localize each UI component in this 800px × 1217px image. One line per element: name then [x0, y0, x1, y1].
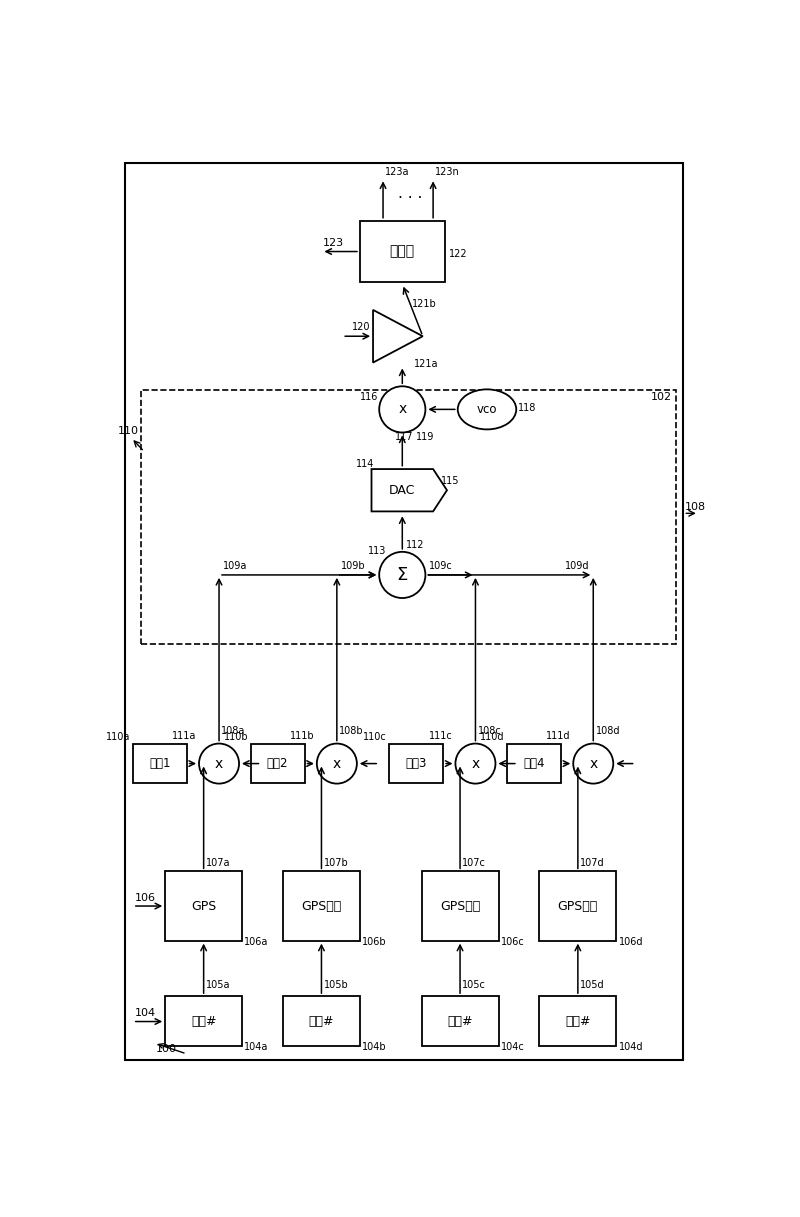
Circle shape: [455, 744, 495, 784]
Text: 104b: 104b: [362, 1042, 387, 1053]
Text: 105d: 105d: [580, 980, 605, 989]
Text: 108a: 108a: [222, 725, 246, 736]
Text: 118: 118: [518, 403, 536, 414]
Text: 107b: 107b: [324, 858, 349, 868]
Polygon shape: [371, 469, 447, 511]
Text: 121a: 121a: [414, 359, 438, 369]
Text: 120: 120: [352, 323, 370, 332]
FancyBboxPatch shape: [283, 871, 360, 941]
Text: . . .: . . .: [398, 186, 422, 201]
Text: 106d: 106d: [618, 937, 643, 947]
Text: GPS: GPS: [191, 899, 216, 913]
Text: 108c: 108c: [478, 725, 502, 736]
Text: GPS信号: GPS信号: [440, 899, 480, 913]
Text: Σ: Σ: [397, 566, 408, 584]
Text: 119: 119: [416, 432, 434, 442]
Circle shape: [379, 386, 426, 432]
Ellipse shape: [458, 389, 516, 430]
Text: GPS信号: GPS信号: [558, 899, 598, 913]
Text: GPS信号: GPS信号: [302, 899, 342, 913]
FancyBboxPatch shape: [360, 220, 445, 282]
Text: 123n: 123n: [435, 167, 460, 176]
Text: 坥星#: 坥星#: [309, 1015, 334, 1027]
Text: 108: 108: [685, 501, 706, 512]
FancyBboxPatch shape: [422, 997, 498, 1047]
Circle shape: [199, 744, 239, 784]
Circle shape: [317, 744, 357, 784]
Text: x: x: [333, 757, 341, 770]
Text: 108b: 108b: [339, 725, 364, 736]
Text: 102: 102: [650, 392, 672, 402]
Text: 111c: 111c: [430, 731, 453, 741]
FancyBboxPatch shape: [390, 745, 443, 783]
Text: 105a: 105a: [206, 980, 230, 989]
Text: 增益3: 增益3: [406, 757, 427, 770]
Text: 107a: 107a: [206, 858, 230, 868]
Text: 增益1: 增益1: [149, 757, 170, 770]
Text: 100: 100: [156, 1044, 177, 1054]
Text: 123: 123: [323, 237, 344, 248]
FancyBboxPatch shape: [250, 745, 305, 783]
Circle shape: [574, 744, 614, 784]
Text: 105c: 105c: [462, 980, 486, 989]
Text: 104c: 104c: [501, 1042, 525, 1053]
Text: 108d: 108d: [595, 725, 620, 736]
Text: 117: 117: [394, 432, 413, 442]
Text: 坥星#: 坥星#: [565, 1015, 590, 1027]
Text: 坥星#: 坥星#: [191, 1015, 216, 1027]
Text: 110c: 110c: [363, 731, 387, 742]
FancyBboxPatch shape: [507, 745, 561, 783]
Text: 110b: 110b: [224, 731, 248, 742]
Text: 106a: 106a: [245, 937, 269, 947]
Text: 104d: 104d: [618, 1042, 643, 1053]
Text: x: x: [471, 757, 479, 770]
Text: 111a: 111a: [172, 731, 197, 741]
FancyBboxPatch shape: [283, 997, 360, 1047]
Text: 109c: 109c: [430, 561, 453, 571]
Text: 106c: 106c: [501, 937, 525, 947]
Text: 106: 106: [134, 893, 155, 903]
Text: x: x: [398, 403, 406, 416]
Text: 105b: 105b: [324, 980, 349, 989]
Text: x: x: [589, 757, 598, 770]
FancyBboxPatch shape: [422, 871, 498, 941]
Text: x: x: [215, 757, 223, 770]
Text: 111d: 111d: [546, 731, 571, 741]
Text: 114: 114: [356, 459, 374, 469]
Text: 增益2: 增益2: [267, 757, 288, 770]
Text: 106b: 106b: [362, 937, 387, 947]
Circle shape: [379, 551, 426, 598]
Text: 功分器: 功分器: [390, 245, 415, 258]
Text: vco: vco: [477, 403, 498, 416]
Text: 104: 104: [134, 1009, 155, 1019]
Text: 109d: 109d: [565, 561, 590, 571]
Text: 增益4: 增益4: [523, 757, 545, 770]
Text: 110a: 110a: [106, 731, 130, 742]
Text: 122: 122: [449, 249, 467, 259]
Polygon shape: [373, 310, 422, 363]
Text: 121b: 121b: [411, 299, 436, 309]
Text: 107c: 107c: [462, 858, 486, 868]
Text: 112: 112: [406, 540, 425, 550]
FancyBboxPatch shape: [133, 745, 186, 783]
Text: 104a: 104a: [245, 1042, 269, 1053]
Text: 109b: 109b: [341, 561, 366, 571]
Text: DAC: DAC: [389, 483, 415, 497]
Text: 111b: 111b: [290, 731, 314, 741]
FancyBboxPatch shape: [539, 997, 616, 1047]
FancyBboxPatch shape: [539, 871, 616, 941]
Text: 110: 110: [118, 426, 138, 437]
FancyBboxPatch shape: [165, 997, 242, 1047]
Text: 116: 116: [360, 392, 378, 402]
Text: 115: 115: [441, 476, 459, 487]
Text: 107d: 107d: [580, 858, 605, 868]
FancyBboxPatch shape: [165, 871, 242, 941]
Text: 110d: 110d: [480, 731, 505, 742]
Text: 109a: 109a: [223, 561, 247, 571]
Text: 123a: 123a: [386, 167, 410, 176]
Text: 113: 113: [368, 545, 386, 556]
Text: 坥星#: 坥星#: [447, 1015, 473, 1027]
